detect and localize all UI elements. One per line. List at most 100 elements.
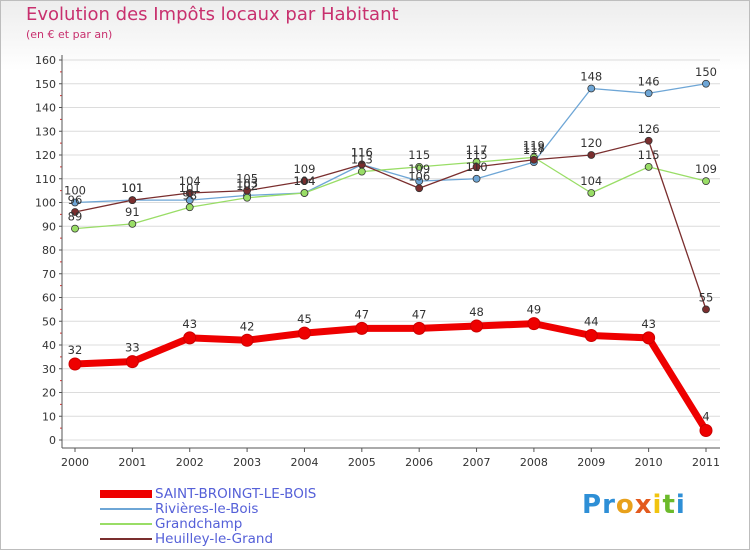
data-point: [357, 167, 366, 176]
data-label: 98: [182, 188, 197, 202]
data-point: [185, 203, 194, 212]
data-point: [355, 321, 369, 335]
y-tick-label: 90: [42, 220, 56, 233]
legend-item: Rivières-le-Bois: [100, 500, 316, 517]
data-point: [357, 160, 366, 169]
data-label: 101: [179, 181, 201, 195]
data-label: 146: [638, 74, 660, 88]
y-tick-label: 30: [42, 363, 56, 376]
logo-letter: x: [634, 490, 653, 520]
x-tick-label: 2004: [290, 456, 318, 469]
x-tick-label: 2000: [61, 456, 89, 469]
data-label: 110: [466, 160, 488, 174]
y-tick-label: 80: [42, 244, 56, 257]
y-tick-label: 120: [35, 149, 56, 162]
y-tick-label: 150: [35, 78, 56, 91]
x-tick-label: 2008: [520, 456, 548, 469]
data-point: [702, 177, 710, 186]
data-point: [587, 84, 596, 93]
data-point: [68, 357, 82, 371]
data-point: [587, 151, 596, 159]
legend-label: SAINT-BROINGT-LE-BOIS: [155, 485, 317, 502]
data-point: [584, 329, 598, 342]
data-point: [472, 162, 481, 171]
data-label: 104: [580, 174, 602, 188]
data-label: 115: [466, 148, 488, 162]
data-label: 104: [179, 174, 201, 188]
logo-letter: t: [662, 490, 676, 520]
chart-title: Evolution des Impôts locaux par Habitant: [26, 4, 399, 25]
chart-subtitle: (en € et par an): [26, 28, 113, 41]
y-tick-label: 50: [42, 315, 56, 328]
x-tick-label: 2010: [635, 456, 663, 469]
y-tick-label: 10: [42, 410, 56, 423]
x-tick-label: 2009: [577, 456, 605, 469]
data-label: 115: [638, 148, 660, 162]
data-label: 48: [469, 305, 484, 319]
data-point: [412, 321, 426, 335]
data-label: 55: [699, 290, 714, 304]
y-tick-label: 20: [42, 387, 56, 400]
data-point: [185, 189, 194, 197]
data-point: [71, 208, 79, 216]
legend-swatch: [100, 507, 152, 510]
data-point: [587, 189, 596, 197]
logo-letter: i: [652, 490, 663, 520]
legend-item: Heuilley-le-Grand: [100, 531, 316, 547]
series-line: [74, 140, 707, 311]
data-point: [240, 333, 254, 347]
data-label: 150: [695, 65, 717, 79]
data-point: [300, 189, 309, 197]
data-label: 101: [121, 181, 143, 195]
series-line: [74, 83, 707, 204]
data-label: 117: [523, 143, 545, 157]
data-point: [699, 424, 713, 437]
data-point: [71, 198, 79, 207]
data-label: 49: [527, 303, 542, 317]
data-point: [644, 162, 653, 171]
data-label: 106: [408, 169, 430, 183]
x-tick-label: 2002: [176, 456, 204, 469]
y-tick-label: 60: [42, 292, 56, 305]
data-label: 45: [297, 312, 312, 326]
data-point: [644, 136, 653, 145]
data-label: 120: [580, 136, 602, 150]
data-label: 4: [702, 410, 709, 424]
legend-swatch: [100, 522, 152, 525]
data-point: [125, 355, 139, 369]
data-label: 115: [408, 148, 430, 162]
data-label: 91: [125, 205, 140, 219]
data-point: [415, 184, 424, 193]
data-label: 109: [293, 162, 315, 176]
data-point: [243, 193, 251, 202]
data-point: [644, 89, 653, 98]
logo-letter: r: [602, 490, 616, 520]
data-label: 113: [351, 153, 373, 167]
data-point: [527, 317, 541, 331]
data-point: [183, 331, 197, 345]
x-tick-label: 2001: [118, 456, 146, 469]
legend-label: Rivières-le-Bois: [155, 500, 259, 517]
y-tick-label: 0: [49, 434, 56, 447]
legend-label: Grandchamp: [155, 515, 243, 532]
data-label: 47: [412, 307, 427, 321]
data-label: 104: [293, 174, 315, 188]
x-tick-label: 2007: [463, 456, 491, 469]
data-point: [300, 177, 309, 186]
data-label: 116: [351, 146, 373, 160]
line-chart: 0 10 20 30 40 50 60 70 80 90 100 110 120 130 140 150 160…: [35, 54, 720, 469]
proxiti-logo: Proxiti: [582, 490, 686, 520]
data-point: [128, 196, 137, 205]
data-label: 44: [584, 315, 599, 329]
data-point: [642, 331, 656, 345]
data-label: 117: [466, 143, 488, 157]
data-point: [415, 162, 424, 171]
data-label: 42: [240, 319, 255, 333]
data-label: 118: [523, 141, 545, 155]
y-tick-label: 110: [35, 173, 56, 186]
data-label: 101: [121, 181, 143, 195]
legend-swatch: [100, 489, 152, 498]
data-point: [243, 186, 251, 195]
logo-letter: o: [615, 490, 635, 520]
data-point: [297, 326, 311, 340]
